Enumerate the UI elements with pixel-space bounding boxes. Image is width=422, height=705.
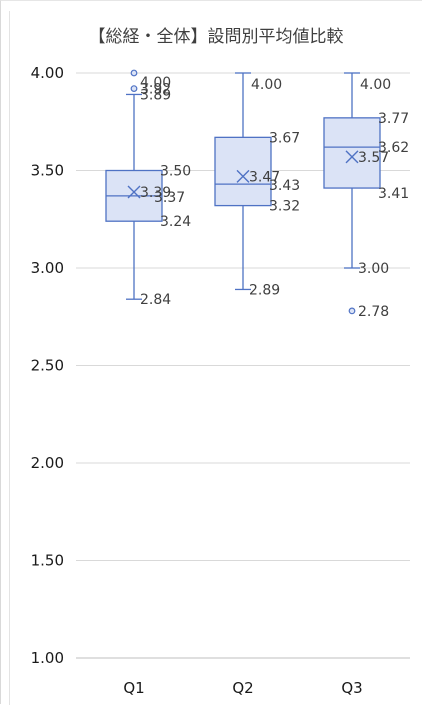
data-label: 3.00 (358, 261, 389, 277)
data-label: 3.41 (378, 186, 409, 202)
y-tick-label: 4.00 (31, 64, 64, 82)
data-label: 3.37 (154, 190, 185, 206)
box-q3 (323, 72, 381, 315)
data-label: 3.62 (378, 140, 409, 156)
data-labels: 4.003.923.893.503.393.373.242.844.003.67… (140, 75, 409, 320)
outlier-point (348, 307, 356, 315)
box-q2 (214, 72, 272, 291)
data-label: 2.78 (358, 304, 389, 320)
x-axis-categories: Q1 Q2 Q3 (123, 679, 362, 697)
data-label: 2.89 (249, 282, 280, 298)
data-label: 3.57 (358, 150, 389, 166)
frame-inner-edge (9, 11, 10, 705)
iqr-box (323, 117, 381, 189)
x-category-label: Q2 (232, 679, 253, 697)
y-tick-label: 1.50 (31, 552, 64, 570)
data-label: 3.89 (140, 87, 171, 103)
mean-marker (345, 150, 359, 164)
data-label: 4.00 (251, 77, 282, 93)
mean-marker (127, 185, 141, 199)
x-category-label: Q3 (341, 679, 362, 697)
data-label: 3.39 (140, 185, 171, 201)
x-category-label: Q1 (123, 679, 144, 697)
chart-title: 【総経・全体】設問別平均値比較 (89, 27, 344, 47)
data-label: 4.00 (360, 77, 391, 93)
data-label: 3.47 (249, 169, 280, 185)
y-tick-label: 1.00 (31, 649, 64, 667)
outlier-point (130, 85, 138, 92)
y-tick-label: 2.00 (31, 454, 64, 472)
data-label: 3.43 (269, 178, 300, 194)
data-label: 3.32 (269, 199, 300, 215)
mean-marker (236, 169, 250, 183)
boxes-layer (105, 69, 381, 315)
data-label: 4.00 (140, 75, 171, 91)
y-tick-label: 3.50 (31, 162, 64, 180)
data-label: 3.67 (269, 130, 300, 146)
iqr-box (214, 136, 272, 207)
data-label: 3.50 (160, 164, 191, 180)
y-axis-ticks: 1.00 1.50 2.00 2.50 3.00 3.50 4.00 (31, 64, 64, 667)
outlier-point (130, 69, 138, 77)
y-tick-label: 2.50 (31, 357, 64, 375)
data-label: 3.92 (140, 82, 171, 98)
data-label: 3.24 (160, 214, 191, 230)
data-label: 2.84 (140, 292, 171, 308)
y-tick-label: 3.00 (31, 259, 64, 277)
box-q1 (105, 69, 163, 300)
data-label: 3.77 (378, 111, 409, 127)
